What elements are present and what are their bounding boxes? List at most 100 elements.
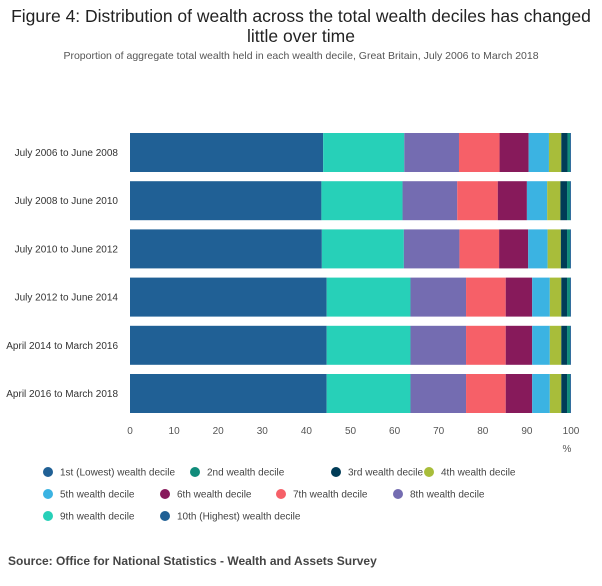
bar-segment-3-1	[130, 229, 322, 269]
bar-segment-6-9	[567, 374, 571, 413]
bar-segment-5-4	[466, 325, 506, 365]
bar-segment-4-1	[130, 277, 327, 317]
legend-label: 8th wealth decile	[410, 490, 485, 501]
chart-subtitle: Proportion of aggregate total wealth hel…	[63, 50, 539, 62]
category-label: April 2016 to March 2018	[6, 389, 118, 400]
bar-segment-5-3	[410, 325, 467, 365]
chart-title: Figure 4: Distribution of wealth across …	[11, 6, 591, 46]
legend-swatch	[160, 489, 170, 499]
bar-segment-5-6	[532, 325, 550, 365]
bar-segment-1-7	[548, 133, 562, 172]
bar-segment-1-2	[323, 133, 405, 172]
bar-segment-2-10	[570, 181, 571, 221]
bar-segment-1-4	[458, 133, 500, 172]
bar-segment-4-8	[561, 277, 568, 317]
legend-item: 9th wealth decile	[43, 511, 135, 523]
bar-segment-6-4	[466, 374, 506, 413]
stacked-bar-chart: July 2006 to June 2008 July 2008 to June …	[6, 133, 580, 523]
bar-segment-3-5	[499, 229, 529, 269]
legend-item: 8th wealth decile	[393, 489, 485, 501]
bar-segment-3-10	[570, 229, 571, 269]
bar-segment-5-2	[326, 325, 411, 365]
bar-segment-4-10	[570, 277, 571, 317]
legend-label: 10th (Highest) wealth decile	[177, 512, 301, 523]
bar-segment-6-7	[549, 374, 562, 413]
bar-segment-4-5	[505, 277, 533, 317]
bar-segment-4-2	[326, 277, 411, 317]
x-axis-label: %	[563, 444, 572, 455]
legend-swatch	[160, 511, 170, 521]
bar-segment-5-1	[130, 325, 327, 365]
bar-segment-6-3	[410, 374, 467, 413]
bar-segment-2-8	[560, 181, 568, 221]
bar-segment-1-1	[130, 133, 324, 172]
category-label: July 2008 to June 2010	[15, 196, 119, 207]
bar-segment-4-9	[567, 277, 571, 317]
bar-segment-3-7	[547, 229, 561, 269]
category-label: July 2006 to June 2008	[15, 148, 119, 159]
legend-label: 7th wealth decile	[293, 490, 368, 501]
bar-segment-4-3	[410, 277, 467, 317]
bar-segment-2-7	[547, 181, 561, 221]
legend-label: 2nd wealth decile	[207, 468, 285, 479]
bar-segment-2-3	[402, 181, 458, 221]
bar-segment-3-2	[321, 229, 404, 269]
bar-segment-5-5	[505, 325, 533, 365]
legend-item: 2nd wealth decile	[190, 467, 285, 479]
bar-segment-3-3	[403, 229, 460, 269]
category-label: July 2010 to June 2012	[15, 244, 119, 255]
bar-segment-4-4	[466, 277, 506, 317]
bar-segment-1-5	[499, 133, 529, 172]
bar-segment-6-2	[326, 374, 411, 413]
bar-segment-3-8	[560, 229, 568, 269]
legend-item: 6th wealth decile	[160, 489, 252, 501]
bar-segment-2-9	[567, 181, 571, 221]
bar-segment-5-8	[561, 325, 568, 365]
legend-item: 3rd wealth decile	[331, 467, 423, 479]
legend-label: 9th wealth decile	[60, 512, 135, 523]
legend-label: 3rd wealth decile	[348, 468, 423, 479]
bar-segment-4-6	[532, 277, 550, 317]
legend-swatch	[43, 511, 53, 521]
bar-segment-6-6	[532, 374, 550, 413]
bar-segment-4-7	[549, 277, 562, 317]
bar-segment-1-3	[404, 133, 459, 172]
bars-layer	[130, 133, 571, 413]
bar-segment-3-4	[459, 229, 500, 269]
legend-label: 5th wealth decile	[60, 490, 135, 501]
bar-segment-2-4	[457, 181, 498, 221]
bar-segment-6-5	[505, 374, 533, 413]
bar-segment-2-1	[130, 181, 322, 221]
legend-swatch	[43, 467, 53, 477]
legend-item: 1st (Lowest) wealth decile	[43, 467, 175, 479]
legend-item: 7th wealth decile	[276, 489, 368, 501]
source-note: Source: Office for National Statistics -…	[8, 554, 377, 568]
legend: 1st (Lowest) wealth decile 2nd wealth dec…	[43, 467, 516, 523]
legend-swatch	[331, 467, 341, 477]
bar-segment-1-8	[561, 133, 568, 172]
x-tick-label: 50	[345, 426, 357, 437]
x-tick-label: 30	[257, 426, 269, 437]
legend-swatch	[190, 467, 200, 477]
legend-swatch	[276, 489, 286, 499]
x-tick-label: 20	[213, 426, 225, 437]
bar-segment-2-2	[321, 181, 403, 221]
bar-segment-1-6	[528, 133, 549, 172]
bar-segment-6-1	[130, 374, 327, 413]
bar-segment-1-9	[567, 133, 571, 172]
legend-swatch	[424, 467, 434, 477]
bar-segment-6-10	[570, 374, 571, 413]
bar-segment-5-7	[549, 325, 562, 365]
x-axis-ticks: 0 10 20 30 40 50 60 70 80 90 100	[127, 426, 580, 437]
legend-label: 6th wealth decile	[177, 490, 252, 501]
x-tick-label: 40	[301, 426, 313, 437]
legend-label: 4th wealth decile	[441, 468, 516, 479]
legend-item: 10th (Highest) wealth decile	[160, 511, 301, 523]
bar-segment-3-6	[528, 229, 548, 269]
x-tick-label: 10	[169, 426, 181, 437]
legend-swatch	[43, 489, 53, 499]
legend-swatch	[393, 489, 403, 499]
legend-label: 1st (Lowest) wealth decile	[60, 468, 175, 479]
x-tick-label: 90	[521, 426, 533, 437]
x-tick-label: 80	[477, 426, 489, 437]
